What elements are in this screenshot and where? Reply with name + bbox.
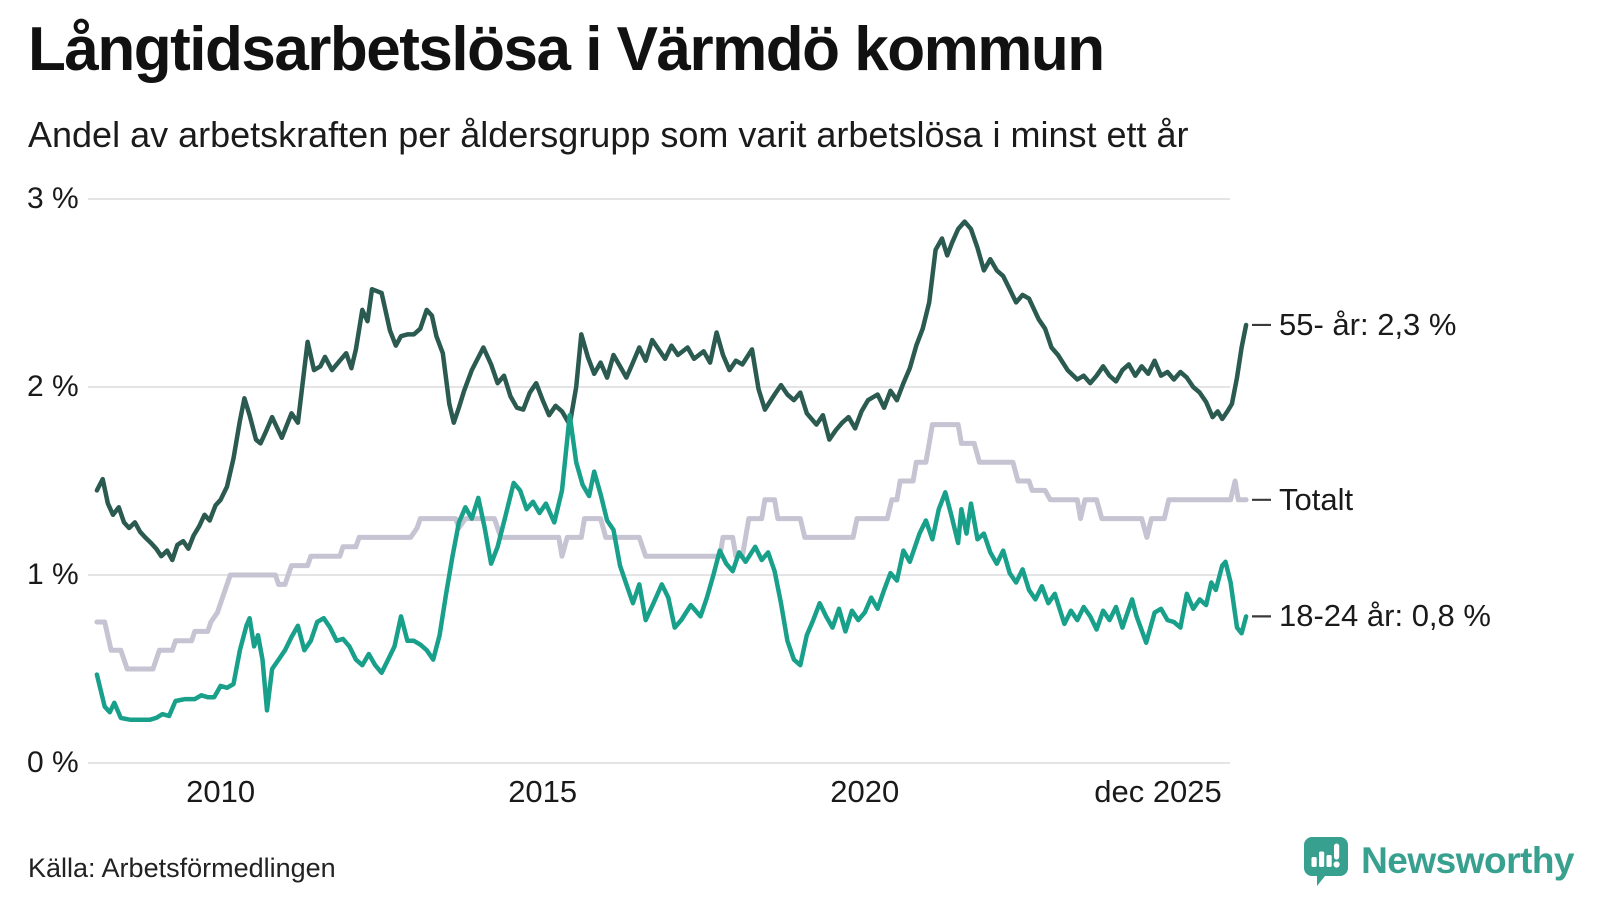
y-tick-label-2: 1 %	[27, 558, 79, 591]
source-note: Källa: Arbetsförmedlingen	[28, 853, 336, 883]
series-end-label-0: 55- år: 2,3 %	[1279, 306, 1457, 342]
series-end-label-2: 18-24 år: 0,8 %	[1279, 598, 1491, 634]
x-tick-label-3: dec 2025	[1094, 774, 1222, 809]
y-tick-label-1: 2 %	[27, 370, 79, 403]
series-end-label-1: Totalt	[1279, 481, 1354, 517]
newsworthy-speech-bubble-icon	[1304, 837, 1349, 886]
y-tick-label-3: 0 %	[27, 746, 79, 779]
page-subtitle: Andel av arbetskraften per åldersgrupp s…	[28, 114, 1189, 155]
x-tick-label-1: 2015	[508, 774, 578, 809]
newsworthy-wordmark: Newsworthy	[1361, 840, 1574, 881]
x-tick-label-2: 2020	[830, 774, 900, 809]
page-title: Långtidsarbetslösa i Värmdö kommun	[28, 15, 1105, 84]
y-tick-label-0: 3 %	[27, 182, 79, 215]
newsworthy-logo: Newsworthy	[1301, 834, 1574, 888]
x-tick-label-0: 2010	[186, 774, 256, 809]
